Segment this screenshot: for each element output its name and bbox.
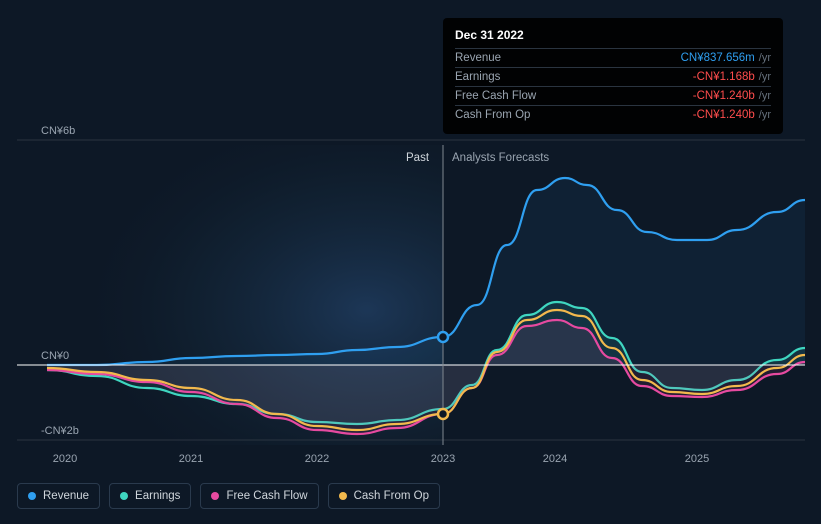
x-axis-label: 2024 <box>543 453 567 465</box>
tooltip-row: RevenueCN¥837.656m/yr <box>455 48 771 67</box>
tooltip-metric-value: -CN¥1.168b <box>693 71 755 83</box>
tooltip-metric-value: CN¥837.656m <box>681 52 755 64</box>
x-axis-label: 2023 <box>431 453 455 465</box>
x-axis-label: 2025 <box>685 453 709 465</box>
legend-label: Free Cash Flow <box>226 490 307 502</box>
legend-item-fcf[interactable]: Free Cash Flow <box>200 483 318 509</box>
tooltip-metric-label: Earnings <box>455 71 693 83</box>
legend-dot-icon <box>28 492 36 500</box>
x-axis-label: 2022 <box>305 453 329 465</box>
x-axis-label: 2020 <box>53 453 77 465</box>
tooltip-metric-value: -CN¥1.240b <box>693 90 755 102</box>
tooltip-metric-label: Free Cash Flow <box>455 90 693 102</box>
tooltip-metric-unit: /yr <box>759 90 771 102</box>
tooltip-row: Cash From Op-CN¥1.240b/yr <box>455 105 771 124</box>
legend-dot-icon <box>120 492 128 500</box>
tooltip-metric-label: Revenue <box>455 52 681 64</box>
tooltip-metric-unit: /yr <box>759 52 771 64</box>
tooltip-metric-unit: /yr <box>759 109 771 121</box>
tooltip-metric-value: -CN¥1.240b <box>693 109 755 121</box>
tooltip-row: Free Cash Flow-CN¥1.240b/yr <box>455 86 771 105</box>
tooltip-row: Earnings-CN¥1.168b/yr <box>455 67 771 86</box>
legend-dot-icon <box>211 492 219 500</box>
legend-label: Revenue <box>43 490 89 502</box>
legend-dot-icon <box>339 492 347 500</box>
tooltip-date: Dec 31 2022 <box>455 28 771 42</box>
legend-item-revenue[interactable]: Revenue <box>17 483 100 509</box>
y-axis-label: CN¥6b <box>41 125 75 137</box>
tooltip-metric-unit: /yr <box>759 71 771 83</box>
section-label-forecast: Analysts Forecasts <box>452 152 549 164</box>
section-label-past: Past <box>406 152 429 164</box>
legend-label: Earnings <box>135 490 180 502</box>
legend-item-cfo[interactable]: Cash From Op <box>328 483 440 509</box>
y-axis-label: -CN¥2b <box>41 425 79 437</box>
legend-item-earnings[interactable]: Earnings <box>109 483 191 509</box>
legend-label: Cash From Op <box>354 490 429 502</box>
tooltip-metric-label: Cash From Op <box>455 109 693 121</box>
y-axis-label: CN¥0 <box>41 350 69 362</box>
chart-legend: Revenue Earnings Free Cash Flow Cash From O… <box>17 483 440 509</box>
chart-tooltip: Dec 31 2022 RevenueCN¥837.656m/yrEarning… <box>443 18 783 134</box>
financials-chart: CN¥6bCN¥0-CN¥2b Past Analysts Forecasts … <box>17 0 805 470</box>
x-axis-label: 2021 <box>179 453 203 465</box>
